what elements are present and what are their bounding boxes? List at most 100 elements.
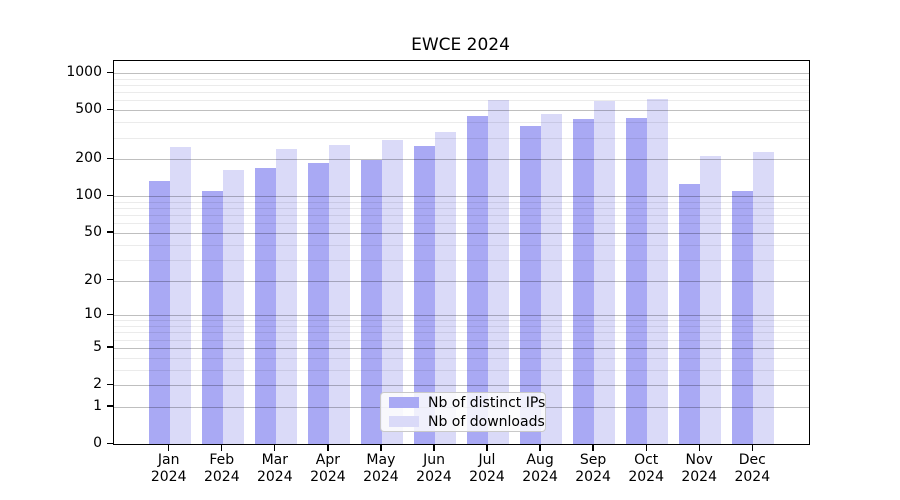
y-tick-label: 5 (93, 338, 102, 355)
x-tick-label-may: May 2024 (349, 452, 413, 486)
y-tick-label: 200 (75, 150, 102, 167)
x-tick-year: 2024 (681, 469, 717, 485)
bar-distinct-ips-oct (626, 118, 648, 444)
bar-distinct-ips-sep (572, 118, 595, 444)
gridline-minor (114, 369, 809, 371)
gridline-major (114, 159, 809, 161)
bar-downloads-apr (328, 145, 351, 444)
gridline-minor (114, 78, 809, 80)
x-tick-year: 2024 (310, 469, 346, 485)
x-tick-label-feb: Feb 2024 (190, 452, 254, 486)
gridline-minor (114, 137, 809, 139)
legend: Nb of distinct IPs Nb of downloads (380, 392, 546, 432)
gridline-minor (114, 215, 809, 217)
x-tick-label-aug: Aug 2024 (508, 452, 572, 486)
bar-downloads-jan (169, 147, 191, 444)
x-tick-month: Apr (315, 452, 340, 468)
x-tick-mark (486, 445, 488, 451)
bar-downloads-may (381, 139, 404, 444)
bar-distinct-ips-dec (732, 190, 754, 444)
bar-distinct-ips-aug (519, 125, 542, 444)
bar-distinct-ips-feb (201, 191, 223, 444)
gridline-minor (114, 223, 809, 225)
x-tick-label-mar: Mar 2024 (243, 452, 307, 486)
legend-swatch-downloads (389, 416, 419, 427)
x-tick-year: 2024 (522, 469, 558, 485)
y-tick-label: 20 (84, 271, 102, 288)
gridline-minor (114, 339, 809, 341)
gridline-minor (114, 100, 809, 102)
bar-distinct-ips-jan (148, 181, 170, 444)
bar-distinct-ips-nov (679, 183, 701, 444)
y-tick-label: 100 (75, 187, 102, 204)
x-tick-year: 2024 (469, 469, 505, 485)
y-tick-label: 500 (75, 101, 102, 118)
gridline-minor (114, 122, 809, 124)
bar-downloads-dec (753, 152, 775, 444)
x-tick-month: Sep (579, 452, 607, 468)
gridline-major (114, 196, 809, 198)
y-tick-label: 2 (93, 376, 102, 392)
bar-downloads-jul (488, 99, 510, 444)
x-tick-mark (274, 445, 276, 451)
bar-downloads-jun (435, 132, 457, 444)
x-tick-month: Mar (261, 452, 288, 468)
gridline-minor (114, 357, 809, 359)
x-tick-label-jan: Jan 2024 (137, 452, 201, 486)
x-tick-label-jun: Jun 2024 (402, 452, 466, 486)
chart-title: EWCE 2024 (411, 35, 510, 55)
x-tick-label-nov: Nov 2024 (667, 452, 731, 486)
gridline-minor (114, 244, 809, 246)
gridline-minor (114, 332, 809, 334)
y-tick-label: 1000 (66, 64, 102, 80)
gridline-minor (114, 320, 809, 322)
gridline-minor (114, 201, 809, 203)
bar-downloads-feb (222, 170, 244, 444)
x-tick-mark (380, 445, 382, 451)
legend-item-downloads: Nb of downloads (387, 414, 545, 430)
gridline-minor (114, 92, 809, 94)
x-tick-month: Aug (526, 452, 554, 468)
plot-area: Nb of distinct IPs Nb of downloads (113, 60, 810, 445)
x-tick-year: 2024 (628, 469, 664, 485)
gridline-major (114, 280, 809, 282)
x-tick-year: 2024 (575, 469, 611, 485)
legend-swatch-distinct-ips (389, 397, 419, 408)
bar-downloads-sep (594, 101, 616, 444)
x-tick-mark (539, 445, 541, 451)
bar-downloads-mar (275, 149, 297, 444)
bar-distinct-ips-apr (307, 163, 329, 444)
x-tick-year: 2024 (150, 469, 187, 485)
x-tick-label-sep: Sep 2024 (561, 452, 625, 486)
x-tick-year: 2024 (416, 469, 452, 485)
x-tick-mark (221, 445, 223, 451)
gridline-minor (114, 84, 809, 86)
legend-label-downloads: Nb of downloads (428, 413, 545, 430)
bar-downloads-nov (700, 155, 722, 444)
x-tick-mark (433, 445, 435, 451)
gridline-major (114, 73, 809, 74)
y-tick-label: 50 (84, 223, 102, 240)
gridline-minor (114, 326, 809, 327)
bar-downloads-aug (541, 113, 563, 444)
gridline-major (114, 232, 809, 234)
x-tick-month: Jun (423, 452, 445, 468)
x-tick-mark (327, 445, 329, 451)
x-tick-mark (698, 445, 700, 451)
legend-label-distinct-ips: Nb of distinct IPs (428, 394, 546, 411)
x-tick-month: Dec (738, 452, 766, 468)
x-tick-month: May (366, 452, 396, 468)
x-tick-year: 2024 (203, 469, 240, 485)
x-tick-mark (645, 445, 647, 451)
x-tick-label-jul: Jul 2024 (455, 452, 519, 486)
gridline-major (114, 110, 809, 112)
gridline-major (114, 347, 809, 349)
gridline-major (114, 315, 809, 317)
bar-downloads-oct (647, 98, 669, 444)
x-tick-month: Jul (478, 452, 496, 468)
x-tick-label-dec: Dec 2024 (720, 452, 784, 486)
y-tick-label: 0 (93, 435, 102, 451)
bar-distinct-ips-jun (413, 146, 435, 444)
bar-distinct-ips-jul (466, 116, 488, 444)
